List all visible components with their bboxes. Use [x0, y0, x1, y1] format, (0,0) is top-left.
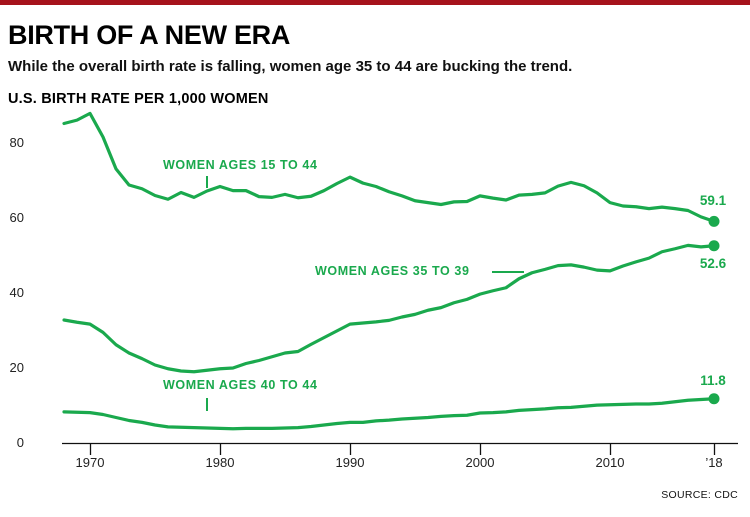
x-axis-label: 2010	[595, 455, 625, 470]
x-axis-label: ’18	[705, 455, 723, 470]
chart-area: 80 60 40 20 0 1970 1980 1990 2000 2010 ’…	[0, 110, 750, 490]
annotation-connector	[492, 271, 524, 273]
y-axis-label: 0	[16, 435, 24, 450]
y-axis-label: 60	[9, 210, 24, 225]
y-axis-label: 40	[9, 285, 24, 300]
series-label-15-44: WOMEN AGES 15 TO 44	[163, 158, 318, 172]
subtitle: While the overall birth rate is falling,…	[8, 58, 573, 75]
end-value-15-44: 59.1	[699, 193, 727, 208]
x-axis-label: 1990	[335, 455, 365, 470]
source-credit: SOURCE: CDC	[661, 489, 738, 501]
annotation-connector	[206, 176, 208, 188]
line-chart	[62, 111, 738, 455]
x-axis-label: 2000	[465, 455, 495, 470]
y-axis-label: 20	[9, 360, 24, 375]
series-label-35-39: WOMEN AGES 35 TO 39	[315, 264, 470, 278]
end-value-40-44: 11.8	[700, 373, 726, 388]
y-axis-label: 80	[9, 135, 24, 150]
series-label-40-44: WOMEN AGES 40 TO 44	[163, 378, 318, 392]
end-value-35-39: 52.6	[699, 256, 727, 271]
annotation-connector	[206, 398, 208, 411]
chart-title: U.S. BIRTH RATE PER 1,000 WOMEN	[8, 91, 269, 107]
top-accent-bar	[0, 0, 750, 5]
x-axis-label: 1980	[205, 455, 235, 470]
x-axis-label: 1970	[75, 455, 105, 470]
page-title: BIRTH OF A NEW ERA	[8, 20, 291, 50]
